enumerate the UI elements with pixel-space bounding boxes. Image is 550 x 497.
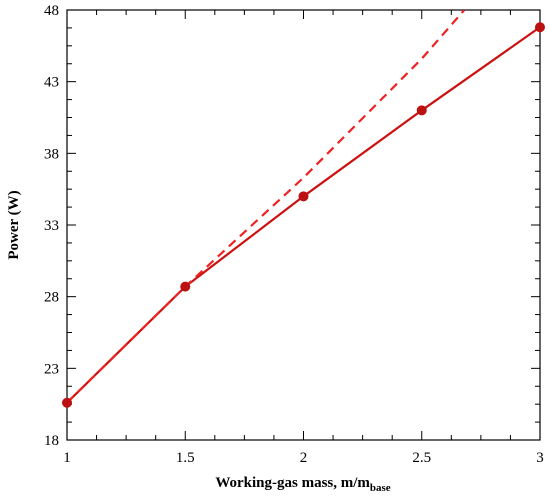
data-point [62, 397, 72, 408]
y-tick-label: 48 [44, 3, 59, 19]
marker-layer [62, 22, 545, 408]
x-tick-label: 1 [63, 450, 71, 466]
x-axis-title-subscript: base [370, 482, 391, 494]
x-axis-title-main: Working-gas mass, m/m [215, 475, 370, 491]
data-point [535, 22, 545, 33]
x-tick-label: 3 [536, 450, 544, 466]
series-line-dashed [67, 10, 466, 404]
y-axis-title: Power (W) [6, 190, 22, 259]
y-tick-label: 28 [44, 290, 59, 306]
data-point [416, 105, 427, 116]
x-tick-label: 1.5 [176, 450, 195, 466]
x-axis-title: Working-gas mass, m/mbase [215, 475, 390, 494]
y-tick-label: 23 [44, 361, 59, 377]
x-tick-label: 2 [300, 450, 308, 466]
axis-ticks [66, 9, 541, 441]
series-layer [67, 10, 540, 404]
y-tick-label: 43 [44, 75, 59, 91]
tick-labels: 1 1.5 2 2.5 3 18 23 28 33 38 43 48 [44, 3, 544, 466]
data-point [298, 191, 309, 202]
y-tick-label: 33 [44, 218, 59, 234]
series-line-solid [67, 26, 540, 404]
y-tick-label: 38 [44, 146, 59, 162]
y-tick-label: 18 [44, 433, 59, 449]
plot-frame [66, 9, 541, 441]
x-tick-label: 2.5 [412, 450, 431, 466]
data-point [180, 281, 191, 292]
